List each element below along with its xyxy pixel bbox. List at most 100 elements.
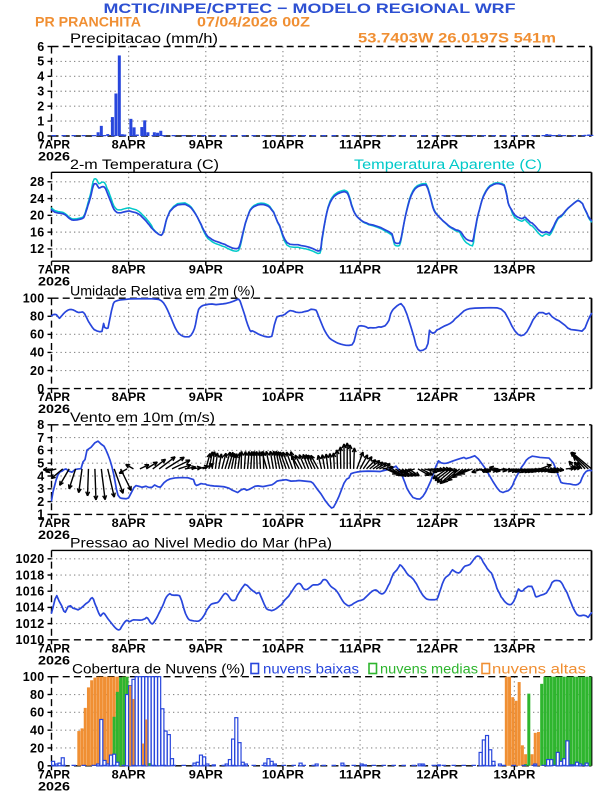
svg-text:20: 20 bbox=[30, 741, 45, 755]
svg-text:12APR: 12APR bbox=[416, 138, 458, 152]
svg-text:0: 0 bbox=[37, 759, 44, 773]
svg-text:60: 60 bbox=[30, 328, 45, 342]
svg-text:4: 4 bbox=[37, 469, 44, 483]
svg-text:nuvens medias: nuvens medias bbox=[380, 662, 478, 677]
svg-text:1014: 1014 bbox=[15, 601, 44, 615]
svg-text:Vento em 10m (m/s): Vento em 10m (m/s) bbox=[70, 410, 215, 425]
svg-text:13APR: 13APR bbox=[493, 641, 535, 655]
svg-text:1: 1 bbox=[37, 114, 44, 128]
svg-text:11APR: 11APR bbox=[339, 641, 381, 655]
svg-text:16: 16 bbox=[30, 225, 45, 239]
svg-text:1010: 1010 bbox=[15, 633, 44, 647]
svg-text:40: 40 bbox=[30, 723, 45, 737]
svg-text:11APR: 11APR bbox=[339, 516, 381, 530]
svg-text:8APR: 8APR bbox=[112, 263, 146, 277]
svg-text:4: 4 bbox=[37, 70, 44, 84]
svg-text:2026: 2026 bbox=[38, 150, 70, 164]
svg-text:100: 100 bbox=[23, 292, 45, 306]
svg-text:10APR: 10APR bbox=[262, 138, 304, 152]
svg-text:53.7403W 26.0197S 541m: 53.7403W 26.0197S 541m bbox=[358, 30, 556, 46]
svg-text:3: 3 bbox=[37, 482, 44, 496]
svg-text:11APR: 11APR bbox=[339, 263, 381, 277]
svg-text:10APR: 10APR bbox=[262, 390, 304, 404]
svg-text:6: 6 bbox=[37, 40, 44, 54]
svg-text:2026: 2026 bbox=[38, 275, 70, 289]
svg-text:2: 2 bbox=[37, 99, 44, 113]
svg-text:100: 100 bbox=[23, 670, 45, 684]
svg-text:2026: 2026 bbox=[38, 528, 70, 542]
svg-text:1: 1 bbox=[37, 508, 44, 522]
svg-text:1012: 1012 bbox=[15, 617, 44, 631]
svg-text:13APR: 13APR bbox=[493, 263, 535, 277]
svg-text:Umidade Relativa em 2m (%): Umidade Relativa em 2m (%) bbox=[70, 284, 255, 299]
svg-text:5: 5 bbox=[37, 55, 44, 69]
svg-text:0: 0 bbox=[37, 129, 44, 143]
svg-text:60: 60 bbox=[30, 706, 45, 720]
svg-text:2026: 2026 bbox=[38, 402, 70, 416]
svg-text:2026: 2026 bbox=[38, 653, 70, 667]
svg-text:7APR: 7APR bbox=[38, 138, 70, 152]
svg-text:80: 80 bbox=[30, 310, 45, 324]
svg-text:40: 40 bbox=[30, 346, 45, 360]
svg-text:10APR: 10APR bbox=[262, 263, 304, 277]
svg-text:10APR: 10APR bbox=[262, 516, 304, 530]
svg-text:12APR: 12APR bbox=[416, 516, 458, 530]
svg-text:2-m Temperatura (C): 2-m Temperatura (C) bbox=[70, 157, 219, 172]
svg-text:7APR: 7APR bbox=[38, 767, 70, 781]
svg-text:2026: 2026 bbox=[38, 779, 70, 792]
svg-text:9APR: 9APR bbox=[189, 516, 223, 530]
svg-text:9APR: 9APR bbox=[189, 390, 223, 404]
svg-text:8APR: 8APR bbox=[112, 641, 146, 655]
svg-text:24: 24 bbox=[30, 192, 45, 206]
svg-text:6: 6 bbox=[37, 444, 44, 458]
svg-text:nuvens altas: nuvens altas bbox=[492, 662, 586, 677]
svg-text:8: 8 bbox=[37, 418, 44, 432]
svg-text:Pressao ao Nivel Medio do Mar: Pressao ao Nivel Medio do Mar (hPa) bbox=[70, 536, 332, 551]
svg-text:Precipitacao (mm/h): Precipitacao (mm/h) bbox=[70, 31, 218, 46]
svg-text:7APR: 7APR bbox=[38, 641, 70, 655]
svg-text:28: 28 bbox=[30, 175, 45, 189]
svg-text:13APR: 13APR bbox=[493, 767, 535, 781]
svg-text:7APR: 7APR bbox=[38, 390, 70, 404]
svg-text:0: 0 bbox=[37, 382, 44, 396]
svg-text:9APR: 9APR bbox=[189, 263, 223, 277]
svg-text:1020: 1020 bbox=[15, 552, 44, 566]
svg-text:13APR: 13APR bbox=[493, 138, 535, 152]
svg-text:Cobertura de Nuvens (%): Cobertura de Nuvens (%) bbox=[72, 662, 245, 677]
svg-text:13APR: 13APR bbox=[493, 390, 535, 404]
svg-text:20: 20 bbox=[30, 364, 45, 378]
svg-text:PR PRANCHITA: PR PRANCHITA bbox=[35, 14, 141, 30]
svg-text:3: 3 bbox=[37, 85, 44, 99]
svg-text:10APR: 10APR bbox=[262, 767, 304, 781]
svg-text:5: 5 bbox=[37, 457, 44, 471]
svg-text:8APR: 8APR bbox=[112, 516, 146, 530]
svg-text:Temperatura Aparente (C): Temperatura Aparente (C) bbox=[354, 157, 542, 172]
svg-text:11APR: 11APR bbox=[339, 138, 381, 152]
svg-text:13APR: 13APR bbox=[493, 516, 535, 530]
svg-text:12APR: 12APR bbox=[416, 767, 458, 781]
svg-text:8APR: 8APR bbox=[112, 138, 146, 152]
svg-text:80: 80 bbox=[30, 688, 45, 702]
svg-text:2: 2 bbox=[37, 495, 44, 509]
svg-text:8APR: 8APR bbox=[112, 390, 146, 404]
svg-text:9APR: 9APR bbox=[189, 641, 223, 655]
svg-text:9APR: 9APR bbox=[189, 767, 223, 781]
svg-text:12APR: 12APR bbox=[416, 390, 458, 404]
svg-text:MCTIC/INPE/CPTEC − MODELO REGI: MCTIC/INPE/CPTEC − MODELO REGIONAL WRF bbox=[104, 0, 517, 16]
svg-text:10APR: 10APR bbox=[262, 641, 304, 655]
svg-text:8APR: 8APR bbox=[112, 767, 146, 781]
svg-text:7APR: 7APR bbox=[38, 263, 70, 277]
svg-text:11APR: 11APR bbox=[339, 767, 381, 781]
svg-text:nuvens baixas: nuvens baixas bbox=[263, 662, 359, 677]
svg-text:12APR: 12APR bbox=[416, 641, 458, 655]
svg-text:12: 12 bbox=[30, 242, 45, 256]
svg-text:7APR: 7APR bbox=[38, 516, 70, 530]
svg-text:9APR: 9APR bbox=[189, 138, 223, 152]
svg-text:07/04/2026 00Z: 07/04/2026 00Z bbox=[197, 14, 311, 30]
svg-text:20: 20 bbox=[30, 209, 45, 223]
svg-text:7: 7 bbox=[37, 431, 44, 445]
svg-text:1016: 1016 bbox=[15, 585, 44, 599]
svg-text:12APR: 12APR bbox=[416, 263, 458, 277]
svg-text:1018: 1018 bbox=[15, 568, 44, 582]
svg-text:11APR: 11APR bbox=[339, 390, 381, 404]
